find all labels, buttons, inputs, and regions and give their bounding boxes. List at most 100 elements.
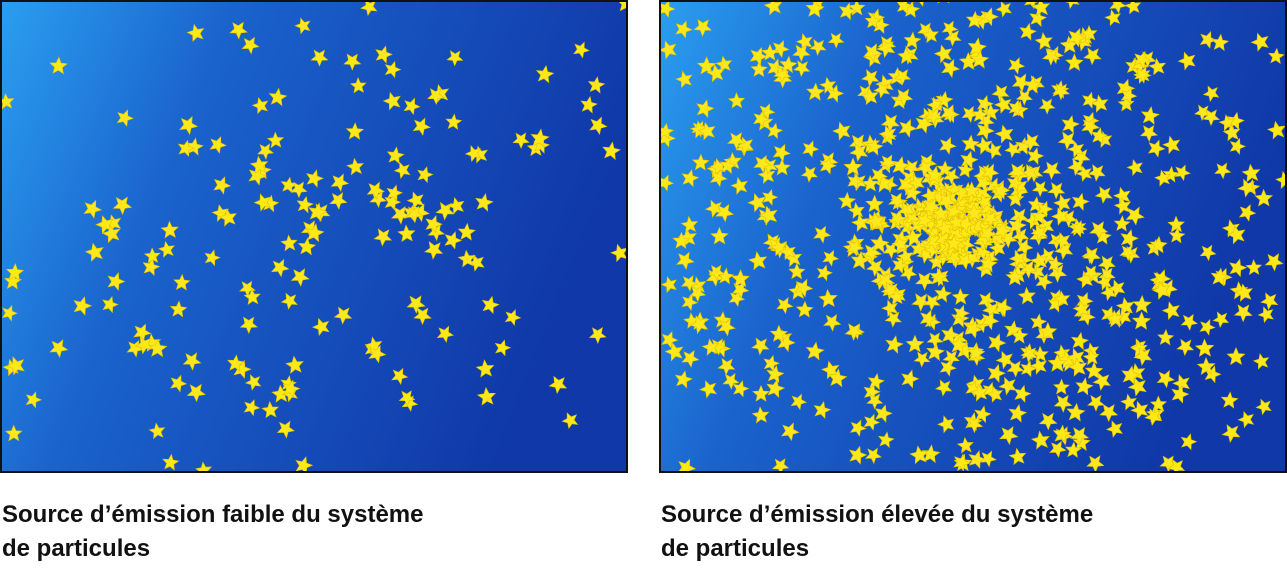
star bbox=[892, 256, 909, 275]
star bbox=[373, 228, 393, 247]
star bbox=[169, 300, 188, 318]
star bbox=[1275, 170, 1285, 190]
star bbox=[926, 332, 944, 349]
star bbox=[427, 87, 445, 105]
star bbox=[1076, 270, 1094, 289]
star bbox=[776, 297, 794, 315]
star bbox=[177, 139, 195, 158]
star bbox=[467, 254, 485, 272]
star bbox=[689, 315, 709, 335]
star bbox=[675, 70, 693, 89]
star bbox=[618, 2, 626, 12]
star bbox=[727, 132, 746, 151]
star bbox=[512, 132, 530, 150]
star bbox=[589, 116, 608, 136]
star bbox=[306, 169, 324, 188]
star bbox=[261, 400, 280, 419]
star bbox=[1127, 377, 1147, 397]
star bbox=[330, 173, 350, 192]
star bbox=[1034, 32, 1053, 51]
star bbox=[805, 2, 825, 18]
star bbox=[384, 193, 402, 211]
star bbox=[587, 76, 606, 94]
star bbox=[879, 154, 897, 172]
star bbox=[1177, 51, 1196, 71]
star bbox=[405, 205, 424, 224]
star bbox=[1075, 165, 1092, 182]
star bbox=[753, 154, 772, 174]
star bbox=[384, 60, 402, 79]
star bbox=[672, 231, 691, 249]
star bbox=[1252, 353, 1270, 370]
star bbox=[1092, 372, 1111, 391]
star bbox=[945, 234, 963, 252]
star bbox=[1154, 169, 1171, 187]
star bbox=[898, 118, 918, 138]
star bbox=[935, 219, 954, 238]
star bbox=[865, 194, 884, 213]
star bbox=[346, 157, 365, 176]
star bbox=[876, 38, 896, 59]
star bbox=[1008, 99, 1025, 117]
star bbox=[821, 360, 840, 380]
star bbox=[1250, 32, 1269, 52]
star bbox=[751, 337, 770, 356]
star bbox=[994, 221, 1012, 240]
star bbox=[927, 253, 946, 270]
star bbox=[494, 339, 512, 357]
star bbox=[1030, 223, 1048, 242]
star bbox=[1065, 2, 1080, 10]
star bbox=[953, 304, 971, 322]
star bbox=[343, 53, 362, 71]
star bbox=[802, 140, 820, 158]
star bbox=[366, 181, 386, 200]
star bbox=[1214, 162, 1232, 180]
star bbox=[864, 447, 882, 465]
star bbox=[911, 2, 924, 7]
star bbox=[965, 380, 982, 398]
star bbox=[790, 393, 808, 411]
star bbox=[827, 32, 845, 49]
star bbox=[1257, 306, 1274, 324]
star bbox=[1172, 374, 1190, 393]
star bbox=[445, 113, 463, 130]
star bbox=[251, 96, 269, 115]
star bbox=[975, 193, 993, 211]
caption-line: de particules bbox=[661, 535, 810, 562]
star bbox=[731, 281, 750, 299]
star bbox=[863, 43, 883, 63]
star bbox=[218, 208, 237, 227]
star bbox=[447, 196, 465, 215]
star bbox=[1015, 89, 1033, 106]
star bbox=[1162, 135, 1181, 155]
star bbox=[800, 165, 819, 183]
star bbox=[1081, 117, 1100, 137]
star bbox=[806, 82, 825, 101]
star bbox=[661, 276, 677, 294]
star bbox=[792, 44, 811, 63]
star bbox=[987, 363, 1006, 383]
star bbox=[610, 243, 626, 263]
star bbox=[1237, 410, 1255, 429]
star bbox=[967, 343, 986, 362]
star bbox=[1124, 2, 1142, 15]
star bbox=[1107, 279, 1126, 298]
star bbox=[1007, 174, 1024, 192]
star bbox=[708, 264, 726, 281]
star bbox=[1196, 356, 1216, 376]
star bbox=[1174, 164, 1191, 182]
star bbox=[160, 220, 179, 239]
star bbox=[897, 201, 917, 221]
star bbox=[769, 324, 788, 343]
star bbox=[1082, 348, 1100, 366]
star bbox=[195, 461, 213, 471]
star bbox=[897, 247, 914, 265]
star bbox=[1116, 78, 1136, 98]
star bbox=[839, 2, 857, 21]
star bbox=[919, 309, 938, 328]
star bbox=[4, 424, 23, 442]
star bbox=[1134, 66, 1152, 84]
star bbox=[1234, 283, 1253, 302]
star bbox=[1140, 106, 1160, 125]
star bbox=[360, 2, 378, 17]
